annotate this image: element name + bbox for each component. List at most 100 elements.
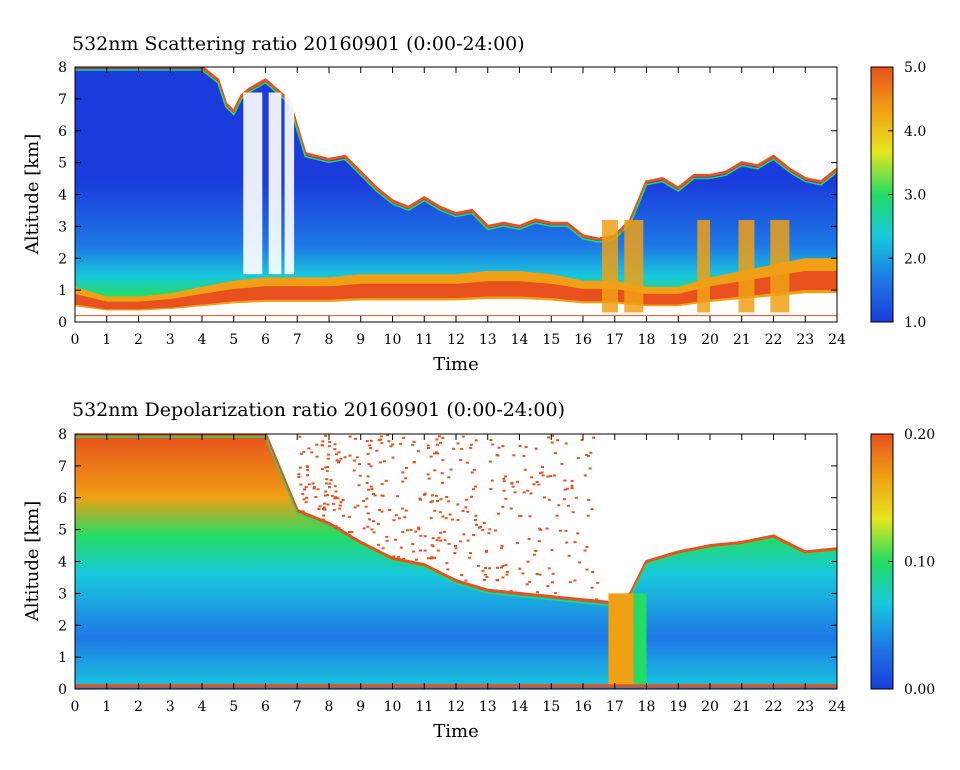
depolarization-title: 532nm Depolarization ratio 20160901 (0:0… bbox=[72, 399, 565, 421]
noise-dot bbox=[488, 528, 492, 531]
noise-dot bbox=[356, 504, 360, 507]
noise-dot bbox=[439, 498, 443, 501]
noise-dot bbox=[404, 509, 408, 512]
noise-dot bbox=[549, 475, 553, 477]
noise-dot bbox=[456, 518, 460, 521]
clear-gap bbox=[268, 92, 282, 275]
noise-dot bbox=[496, 512, 500, 515]
noise-dot bbox=[320, 444, 324, 447]
noise-dot bbox=[348, 435, 352, 438]
noise-dot bbox=[370, 528, 374, 531]
noise-dot bbox=[499, 566, 503, 569]
noise-dot bbox=[494, 529, 497, 532]
y-tick-label: 2 bbox=[58, 251, 67, 267]
noise-dot bbox=[327, 445, 331, 448]
noise-dot bbox=[337, 527, 341, 530]
noise-dot bbox=[524, 446, 528, 449]
noise-dot bbox=[501, 565, 505, 567]
noise-dot bbox=[502, 477, 506, 480]
noise-dot bbox=[490, 479, 494, 482]
noise-dot bbox=[468, 556, 472, 559]
noise-dot bbox=[550, 581, 554, 584]
colorbar-label: 1.0 bbox=[904, 315, 926, 331]
noise-dot bbox=[502, 489, 506, 492]
noise-dot bbox=[419, 498, 422, 501]
noise-dot bbox=[339, 457, 343, 460]
noise-dot bbox=[429, 517, 433, 520]
noise-dot bbox=[429, 455, 433, 458]
noise-dot bbox=[588, 467, 592, 470]
noise-dot bbox=[298, 435, 302, 438]
noise-dot bbox=[376, 522, 380, 525]
noise-dot bbox=[470, 495, 473, 498]
noise-dot bbox=[333, 448, 337, 451]
noise-dot bbox=[444, 517, 448, 520]
noise-dot bbox=[521, 572, 525, 575]
x-tick-label: 2 bbox=[134, 332, 143, 348]
noise-dot bbox=[484, 567, 488, 569]
noise-dot bbox=[333, 485, 337, 488]
noise-dot bbox=[546, 475, 550, 478]
noise-dot bbox=[338, 504, 342, 507]
noise-dot bbox=[588, 599, 592, 601]
convective-column bbox=[770, 220, 790, 313]
noise-dot bbox=[441, 436, 445, 439]
noise-dot bbox=[505, 573, 509, 576]
signal-region bbox=[75, 434, 837, 689]
noise-dot bbox=[471, 488, 475, 491]
noise-dot bbox=[573, 579, 577, 582]
noise-dot bbox=[299, 483, 303, 486]
x-tick-label: 12 bbox=[447, 332, 465, 348]
x-tick-label: 21 bbox=[733, 332, 751, 348]
noise-dot bbox=[317, 508, 321, 510]
noise-dot bbox=[590, 508, 594, 511]
x-tick-label: 11 bbox=[415, 699, 433, 715]
noise-dot bbox=[427, 447, 430, 449]
noise-dot bbox=[501, 576, 505, 579]
noise-dot bbox=[440, 472, 444, 475]
noise-dot bbox=[341, 499, 345, 501]
noise-dot bbox=[445, 562, 449, 565]
noise-dot bbox=[338, 507, 342, 510]
scattering-ratio-panel: 532nm Scattering ratio 20160901 (0:00-24… bbox=[22, 33, 926, 375]
noise-dot bbox=[326, 503, 330, 506]
x-tick-label: 4 bbox=[198, 332, 207, 348]
noise-dot bbox=[513, 491, 517, 494]
noise-dot bbox=[469, 552, 472, 555]
noise-dot bbox=[419, 534, 423, 537]
y-tick-label: 3 bbox=[58, 219, 67, 235]
noise-dot bbox=[585, 546, 589, 549]
noise-dot bbox=[297, 473, 301, 476]
noise-dot bbox=[362, 527, 366, 530]
noise-dot bbox=[456, 503, 460, 506]
noise-dot bbox=[560, 462, 564, 465]
noise-dot bbox=[411, 550, 415, 553]
noise-dot bbox=[459, 459, 463, 461]
noise-dot bbox=[342, 514, 345, 517]
noise-dot bbox=[433, 469, 437, 472]
noise-dot bbox=[496, 579, 499, 582]
noise-dot bbox=[335, 459, 339, 462]
x-tick-label: 7 bbox=[293, 332, 302, 348]
noise-dot bbox=[563, 488, 567, 491]
noise-dot bbox=[347, 515, 351, 518]
boundary-layer-core bbox=[75, 271, 837, 310]
noise-dot bbox=[466, 510, 470, 513]
y-tick-label: 4 bbox=[58, 188, 67, 204]
noise-dot bbox=[473, 519, 477, 521]
x-tick-label: 8 bbox=[325, 699, 334, 715]
noise-dot bbox=[368, 518, 371, 521]
noise-dot bbox=[404, 477, 408, 480]
noise-dot bbox=[568, 581, 572, 584]
noise-dot bbox=[554, 592, 557, 595]
noise-dot bbox=[378, 509, 382, 511]
noise-dot bbox=[365, 482, 369, 485]
noise-dot bbox=[519, 515, 523, 517]
colorbar-label: 4.0 bbox=[904, 124, 926, 140]
noise-dot bbox=[339, 501, 343, 504]
noise-dot bbox=[583, 474, 587, 477]
noise-dot bbox=[392, 519, 396, 522]
noise-dot bbox=[328, 441, 332, 443]
noise-dot bbox=[518, 444, 522, 447]
noise-dot bbox=[380, 483, 384, 486]
